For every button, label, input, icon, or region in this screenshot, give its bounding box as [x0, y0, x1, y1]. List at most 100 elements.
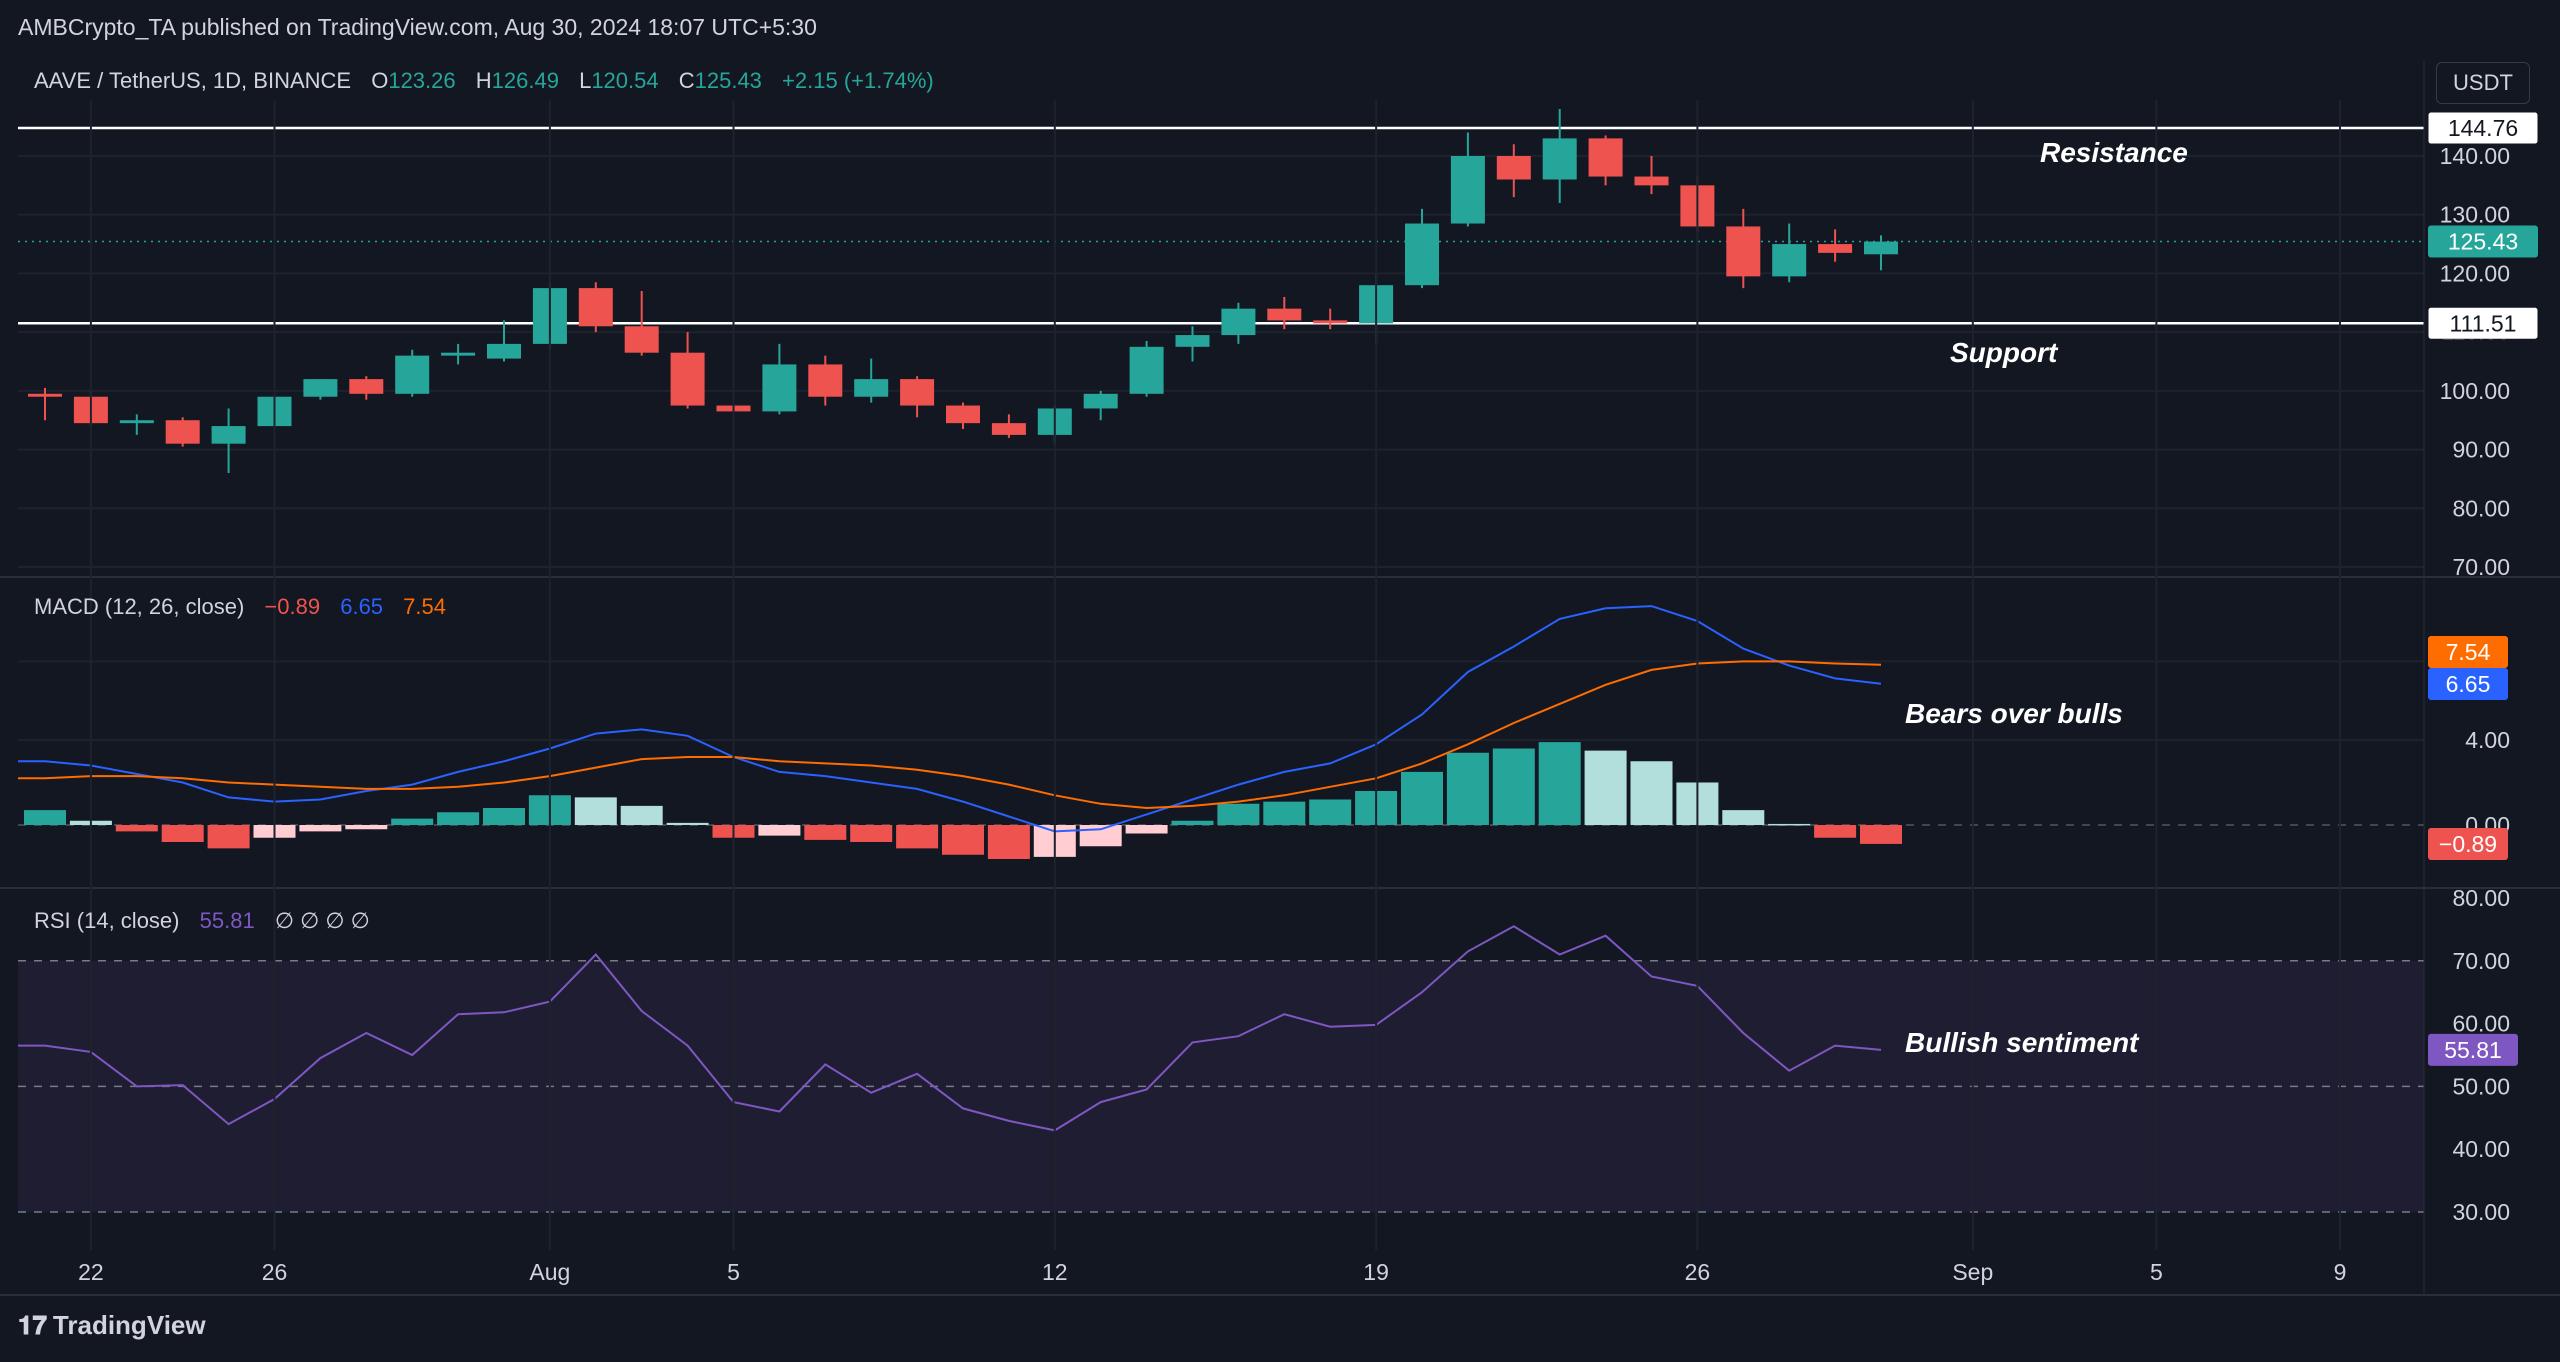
macd-histogram-bar[interactable] [1309, 799, 1352, 826]
candle-body[interactable] [1726, 226, 1761, 277]
candle-body[interactable] [624, 326, 659, 353]
candle-body[interactable] [670, 352, 705, 406]
candle-body[interactable] [808, 364, 843, 397]
macd-signal-value: 7.54 [403, 594, 446, 619]
candle-body[interactable] [165, 420, 200, 444]
price-tick-label: 120.00 [2440, 260, 2510, 286]
candle-body[interactable] [1175, 335, 1210, 347]
candle-body[interactable] [762, 364, 797, 412]
macd-histogram-bar[interactable] [483, 808, 525, 825]
macd-pane[interactable]: 0.004.007.546.65−0.89 [0, 605, 2560, 889]
macd-histogram-bar[interactable] [758, 825, 801, 836]
candle-body[interactable] [303, 379, 338, 397]
low-value: 120.54 [591, 68, 658, 93]
candle-body[interactable] [1450, 156, 1485, 224]
candle-body[interactable] [395, 355, 430, 394]
candle-body[interactable] [991, 423, 1026, 435]
macd-histogram-bar[interactable] [1630, 761, 1673, 825]
macd-histogram-bar[interactable] [942, 825, 984, 855]
macd-histogram-bar[interactable] [1263, 801, 1306, 825]
time-axis[interactable]: 22 26 Aug 5 12 19 26 Sep 5 9 [0, 60, 2560, 1296]
price-tick-label: 90.00 [2452, 437, 2510, 463]
rsi-tick-label: 40.00 [2452, 1136, 2510, 1162]
candle-body[interactable] [946, 405, 980, 424]
candle-body[interactable] [28, 393, 62, 397]
rsi-value-label: 55.81 [2444, 1037, 2502, 1063]
macd-histogram-bar[interactable] [1814, 825, 1857, 838]
candle-body[interactable] [1864, 241, 1898, 255]
macd-histogram-bar[interactable] [161, 825, 204, 842]
candle-body[interactable] [349, 379, 384, 394]
macd-histogram-bar[interactable] [987, 825, 1030, 859]
candle-body[interactable] [578, 288, 613, 327]
macd-histogram-bar[interactable] [1125, 825, 1168, 834]
rsi-value-tag [2428, 1033, 2518, 1066]
rsi-pane[interactable]: 30.00 40.00 50.00 60.00 70.00 80.00 55.81 [18, 885, 2518, 1225]
price-tick-label: 130.00 [2440, 202, 2510, 228]
rsi-title: RSI (14, close) [34, 908, 180, 933]
macd-histogram-bar[interactable] [1171, 820, 1214, 825]
candle-body[interactable] [900, 379, 935, 406]
macd-value-tag [2428, 668, 2508, 700]
macd-histogram-bar[interactable] [437, 812, 480, 825]
price-pane[interactable]: 70.0080.0090.00100.00110.00120.00130.001… [0, 109, 2560, 580]
candle-body[interactable] [1313, 320, 1348, 324]
macd-histogram-bar[interactable] [115, 825, 158, 832]
macd-histogram-bar[interactable] [1079, 825, 1122, 847]
close-value: 125.43 [695, 68, 762, 93]
macd-histogram-bar[interactable] [1492, 748, 1535, 826]
high-label: H [476, 68, 492, 93]
rsi-tick-label: 30.00 [2452, 1199, 2510, 1225]
macd-histogram-bar[interactable] [1860, 825, 1902, 844]
macd-histogram-bar[interactable] [620, 805, 663, 825]
x-tick-label: 5 [2150, 1259, 2163, 1285]
macd-histogram-bar[interactable] [391, 818, 434, 825]
macd-histogram-bar[interactable] [896, 825, 939, 849]
macd-histogram-bar[interactable] [24, 810, 66, 825]
macd-histogram-bar[interactable] [1584, 750, 1627, 825]
candle-body[interactable] [211, 426, 246, 444]
candle-body[interactable] [1588, 138, 1623, 177]
resistance-price-label: 144.76 [2448, 115, 2518, 141]
macd-value-label: 7.54 [2446, 639, 2491, 665]
macd-histogram-bar[interactable] [574, 797, 617, 825]
candle-body[interactable] [119, 420, 154, 424]
macd-histogram-bar[interactable] [1722, 810, 1765, 825]
candle-body[interactable] [441, 352, 476, 356]
macd-histogram-bar[interactable] [1768, 823, 1811, 826]
macd-value-tag [2428, 828, 2508, 860]
currency-button[interactable]: USDT [2436, 62, 2530, 104]
candle-body[interactable] [1267, 308, 1302, 321]
candle-body[interactable] [854, 379, 889, 397]
candle-body[interactable] [1129, 346, 1164, 394]
macd-histogram-bar[interactable] [1538, 742, 1581, 825]
macd-histogram-bar[interactable] [1401, 771, 1443, 825]
tradingview-logo[interactable]: 𝟏𝟕 TradingView [18, 1310, 206, 1342]
candle-body[interactable] [1634, 176, 1669, 186]
macd-histogram-bar[interactable] [345, 825, 388, 830]
macd-histogram-bar[interactable] [666, 822, 709, 825]
macd-line[interactable] [18, 605, 1882, 833]
macd-histogram-bar[interactable] [207, 825, 250, 849]
x-tick-label: 5 [727, 1259, 740, 1285]
candle-body[interactable] [1083, 393, 1118, 409]
x-tick-label: 19 [1363, 1259, 1389, 1285]
candle-body[interactable] [1772, 244, 1807, 277]
macd-histogram-bar[interactable] [804, 825, 847, 840]
candle-body[interactable] [1496, 156, 1531, 180]
low-label: L [579, 68, 591, 93]
rsi-line[interactable] [18, 925, 1882, 1132]
macd-histogram-bar[interactable] [1217, 803, 1260, 825]
candle-body[interactable] [1542, 138, 1577, 180]
macd-histogram-bar[interactable] [1446, 752, 1489, 825]
macd-hist-value: −0.89 [264, 594, 320, 619]
macd-line-value: 6.65 [340, 594, 383, 619]
candle-body[interactable] [1818, 244, 1853, 253]
macd-histogram-bar[interactable] [850, 825, 893, 842]
macd-histogram-bar[interactable] [299, 825, 342, 832]
candle-body[interactable] [1405, 223, 1439, 286]
candle-body[interactable] [1221, 308, 1256, 336]
macd-signal-line[interactable] [18, 660, 1882, 810]
candle-body[interactable] [487, 343, 521, 359]
